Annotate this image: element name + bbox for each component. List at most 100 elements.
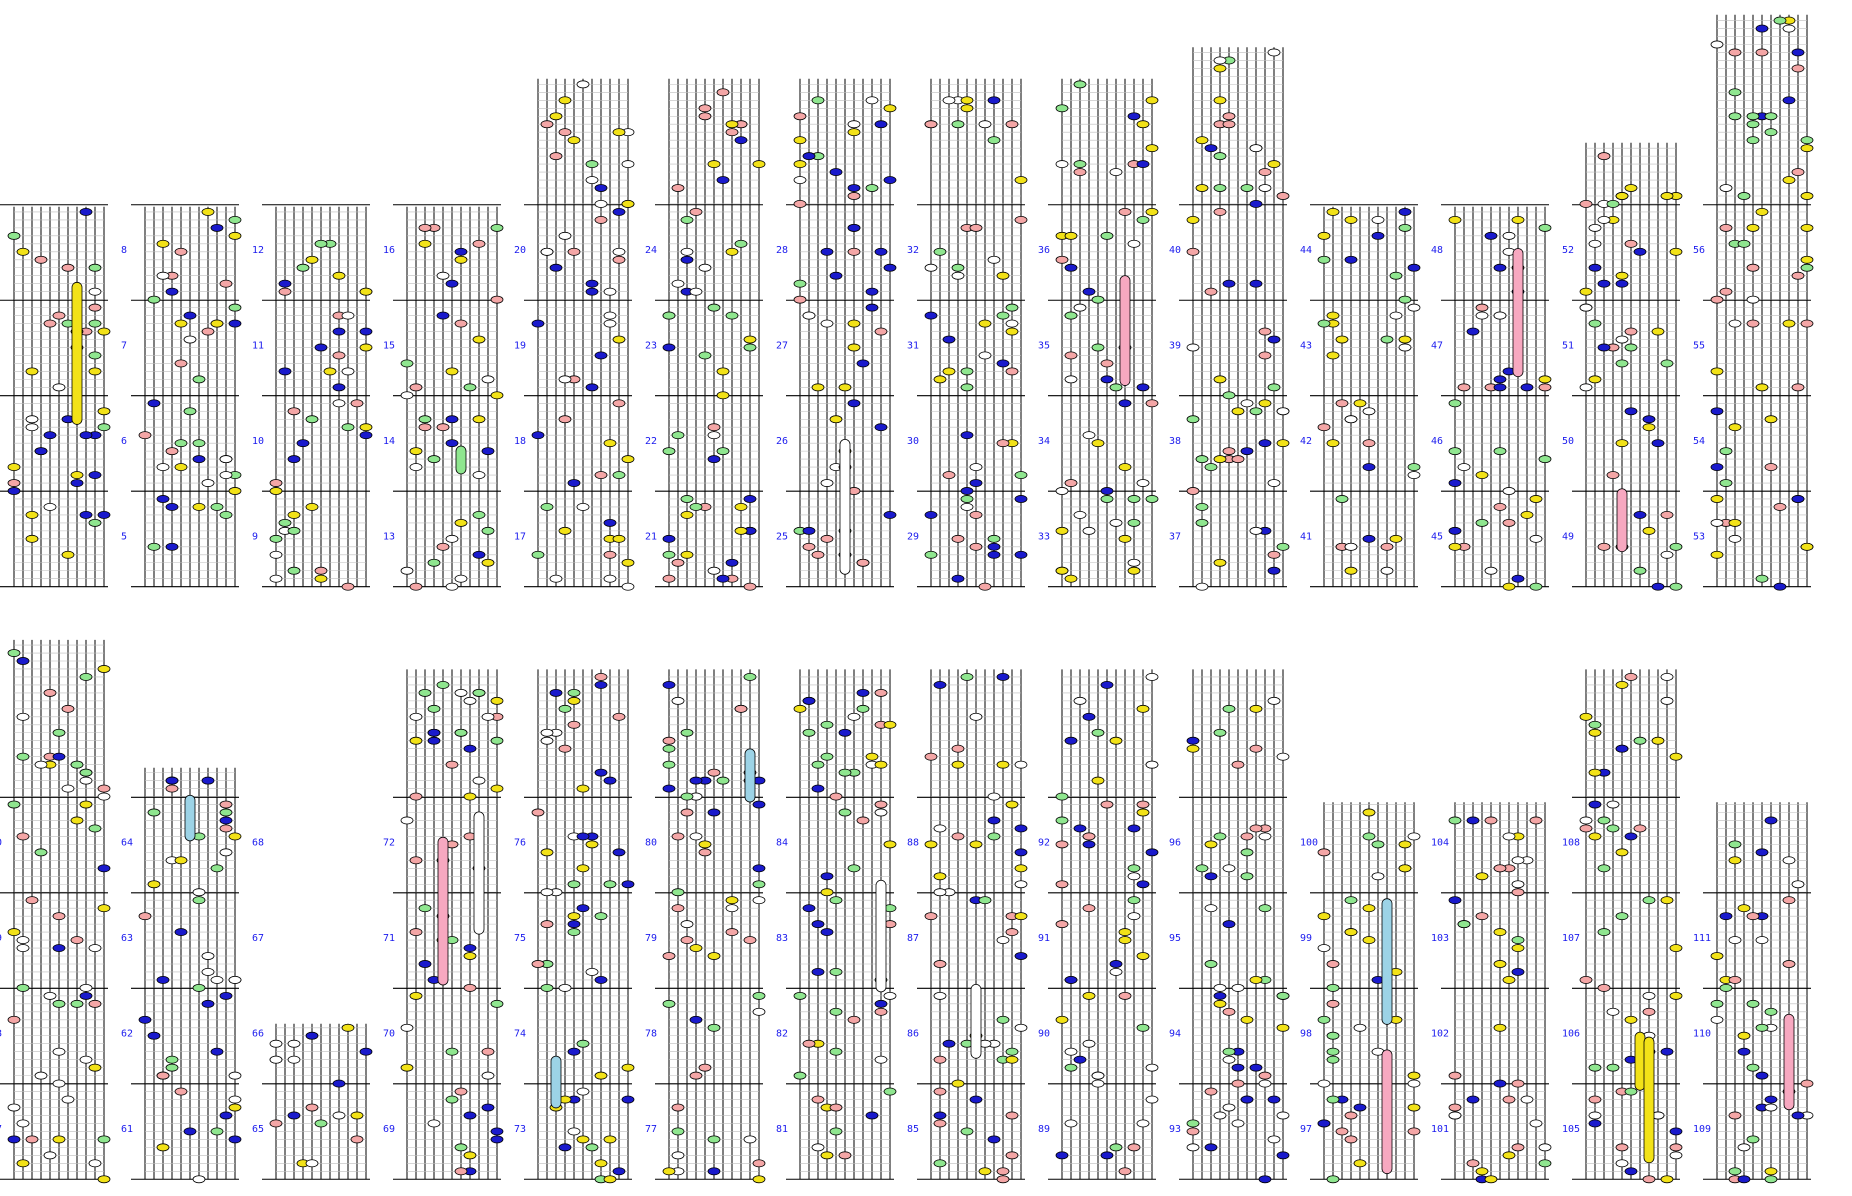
note-white <box>1186 1143 1200 1152</box>
note-pink <box>1791 64 1805 73</box>
note-pink <box>314 566 328 575</box>
note-yellow <box>883 104 897 113</box>
note-yellow <box>463 1151 477 1160</box>
note-yellow <box>174 463 188 472</box>
note-yellow <box>1005 1055 1019 1064</box>
note-blue <box>463 744 477 753</box>
note-green <box>34 848 48 857</box>
note-blue <box>1588 1119 1602 1128</box>
note-pink <box>978 582 992 591</box>
note-white <box>1710 518 1724 527</box>
note-green <box>490 223 504 232</box>
note-pink <box>540 120 554 129</box>
note-white <box>269 574 283 583</box>
note-yellow <box>1475 1167 1489 1176</box>
note-blue <box>874 247 888 256</box>
note-blue <box>662 784 676 793</box>
staff-group-11 <box>1310 204 1418 588</box>
note-pink <box>671 904 685 913</box>
note-blue <box>445 439 459 448</box>
note-yellow <box>201 207 215 216</box>
note-green <box>1240 872 1254 881</box>
note-blue <box>1371 231 1385 240</box>
note-yellow <box>1344 566 1358 575</box>
note-yellow <box>1014 912 1028 921</box>
note-white <box>1276 407 1290 416</box>
note-blue <box>1204 1143 1218 1152</box>
note-yellow <box>1362 936 1376 945</box>
note-green <box>1728 112 1742 121</box>
note-white <box>88 944 102 952</box>
note-blue <box>752 800 766 809</box>
section-label: 65 <box>252 1124 264 1135</box>
note-yellow <box>1091 776 1105 785</box>
note-pink <box>1186 1127 1200 1136</box>
note-green <box>987 534 1001 543</box>
note-green <box>1538 455 1552 464</box>
note-yellow <box>603 439 617 448</box>
note-blue <box>1615 279 1629 288</box>
note-pink <box>698 104 712 113</box>
note-pink <box>1118 207 1132 216</box>
note-blue <box>1222 920 1236 929</box>
note-yellow <box>1579 712 1593 721</box>
note-blue <box>52 944 66 952</box>
note-blue <box>549 688 563 697</box>
note-yellow <box>61 550 75 559</box>
note-blue <box>1398 207 1412 216</box>
note-blue <box>201 776 215 785</box>
note-blue <box>558 1143 572 1152</box>
note-green <box>811 760 825 769</box>
section-label: 62 <box>121 1029 133 1040</box>
note-yellow <box>228 1103 242 1112</box>
note-green <box>490 736 504 745</box>
note-green <box>219 808 233 817</box>
section-label: 28 <box>776 245 788 256</box>
note-green <box>192 439 206 448</box>
long-note-pinkbar <box>1616 488 1628 553</box>
note-blue <box>1597 279 1611 288</box>
note-blue <box>621 880 635 889</box>
note-green <box>1064 1063 1078 1072</box>
note-white <box>156 463 170 472</box>
note-yellow <box>1660 896 1674 905</box>
note-white <box>1407 303 1421 312</box>
note-white <box>1014 760 1028 769</box>
note-yellow <box>1642 526 1656 535</box>
note-white <box>1073 696 1087 705</box>
note-green <box>576 1039 590 1048</box>
note-yellow <box>1136 952 1150 960</box>
note-blue <box>662 534 676 543</box>
note-white <box>1258 832 1272 841</box>
note-yellow <box>314 574 328 583</box>
note-blue <box>1493 375 1507 384</box>
note-yellow <box>409 991 423 1000</box>
note-white <box>1398 343 1412 352</box>
note-pink <box>1606 471 1620 479</box>
note-green <box>427 558 441 567</box>
note-blue <box>1448 479 1462 487</box>
note-pink <box>278 287 292 296</box>
note-yellow <box>960 96 974 105</box>
section-label: 109 <box>1693 1124 1711 1135</box>
note-green <box>165 1055 179 1064</box>
note-white <box>201 968 215 976</box>
note-pink <box>1064 351 1078 360</box>
note-blue <box>1624 832 1638 841</box>
note-pink <box>1782 960 1796 968</box>
note-pink <box>1633 824 1647 833</box>
note-blue <box>332 1079 346 1088</box>
note-green <box>951 263 965 272</box>
note-green <box>1737 192 1751 200</box>
note-white <box>1082 431 1096 440</box>
note-blue <box>314 343 328 352</box>
note-green <box>70 999 84 1008</box>
note-yellow <box>1317 231 1331 240</box>
section-label: 48 <box>1431 245 1443 256</box>
note-green <box>1448 816 1462 825</box>
note-pink <box>1782 896 1796 905</box>
note-white <box>1213 1111 1227 1120</box>
note-pink <box>1082 904 1096 913</box>
note-white <box>228 1071 242 1080</box>
note-white <box>79 983 93 992</box>
